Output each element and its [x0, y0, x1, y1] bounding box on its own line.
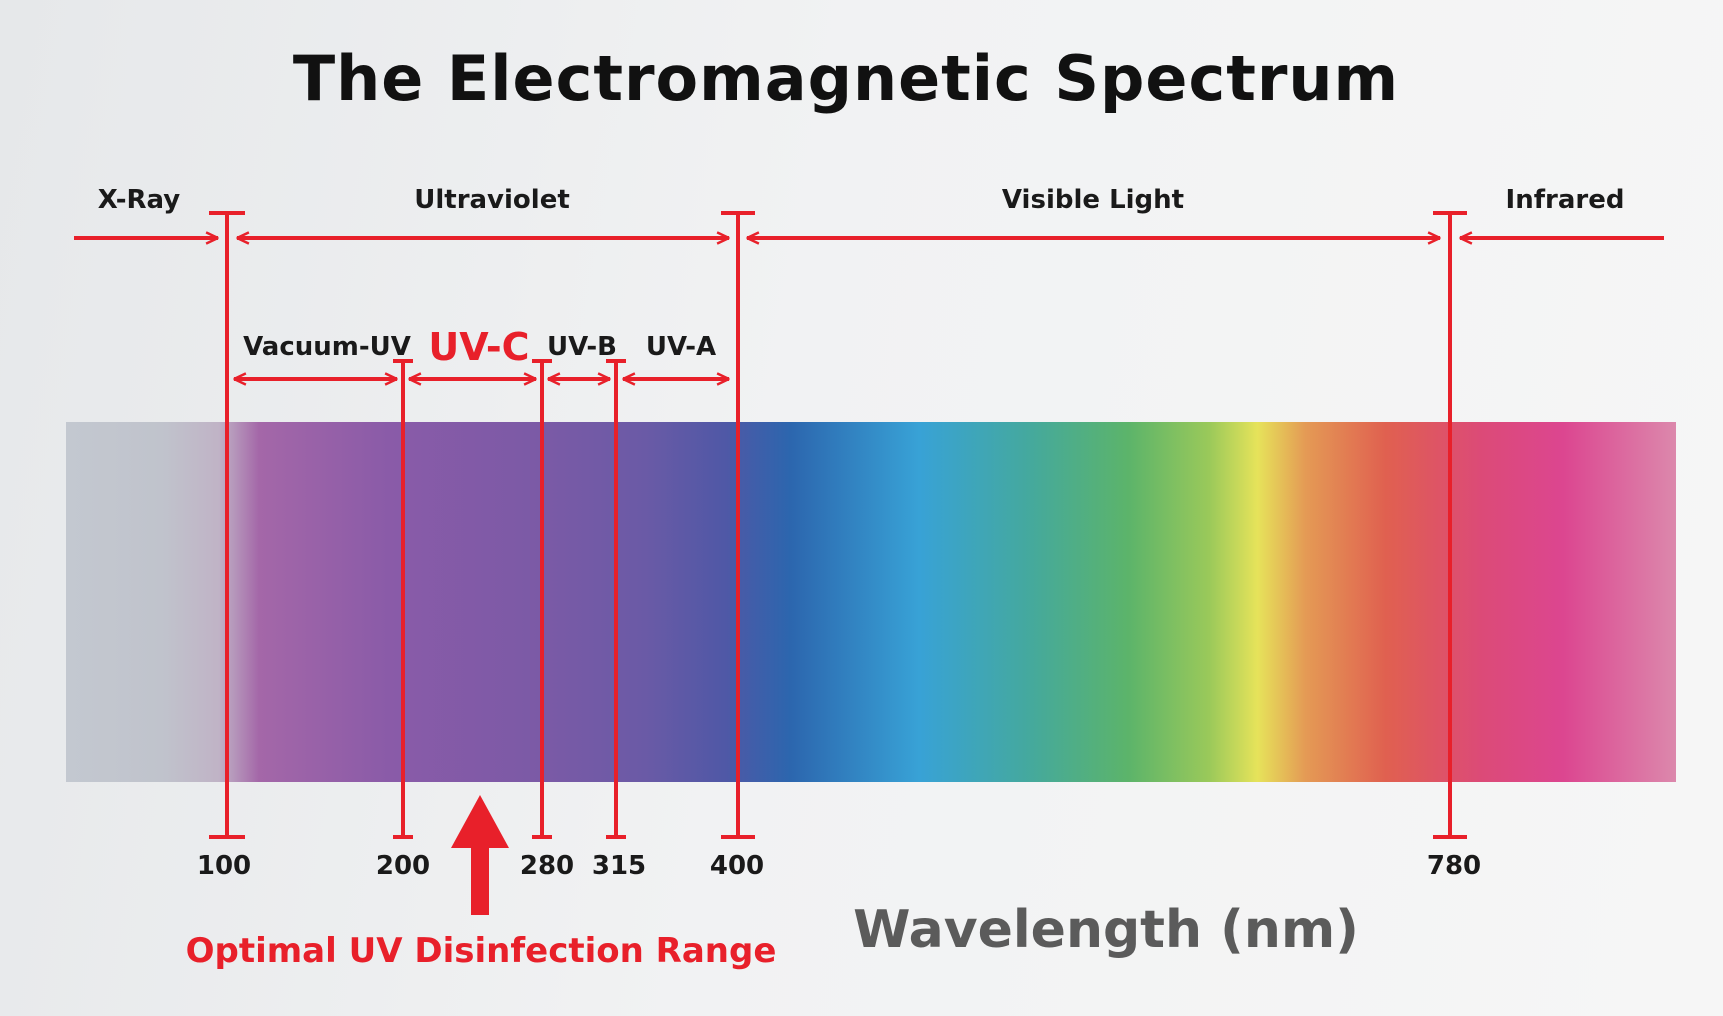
boundary-marker-400 [721, 211, 755, 839]
band-label-uv-c: UV-C [428, 325, 529, 369]
region-label-infrared: Infrared [1506, 185, 1625, 215]
region-label-ultraviolet: Ultraviolet [414, 185, 570, 215]
band-label-vacuum-uv: Vacuum-UV [243, 332, 411, 362]
band-label-uv-a: UV-A [646, 332, 716, 362]
band-label-uv-b: UV-B [547, 332, 617, 362]
boundary-marker-100 [209, 211, 245, 839]
tick-label-100: 100 [197, 851, 251, 881]
boundary-marker-280 [532, 359, 552, 839]
callout-label: Optimal UV Disinfection Range [186, 931, 777, 971]
tick-label-200: 200 [376, 851, 430, 881]
tick-label-400: 400 [710, 851, 764, 881]
boundary-marker-200 [393, 359, 413, 839]
callout-up-arrow [451, 795, 509, 915]
region-label-visible-light: Visible Light [1002, 185, 1184, 215]
spectrum-band [66, 422, 1676, 782]
boundary-marker-315 [606, 359, 626, 839]
region-label-x-ray: X-Ray [98, 185, 180, 215]
tick-label-780: 780 [1427, 851, 1481, 881]
boundary-marker-780 [1433, 211, 1467, 839]
tick-label-315: 315 [592, 851, 646, 881]
tick-label-280: 280 [520, 851, 574, 881]
page-title: The Electromagnetic Spectrum [293, 42, 1399, 115]
axis-label: Wavelength (nm) [853, 900, 1359, 960]
